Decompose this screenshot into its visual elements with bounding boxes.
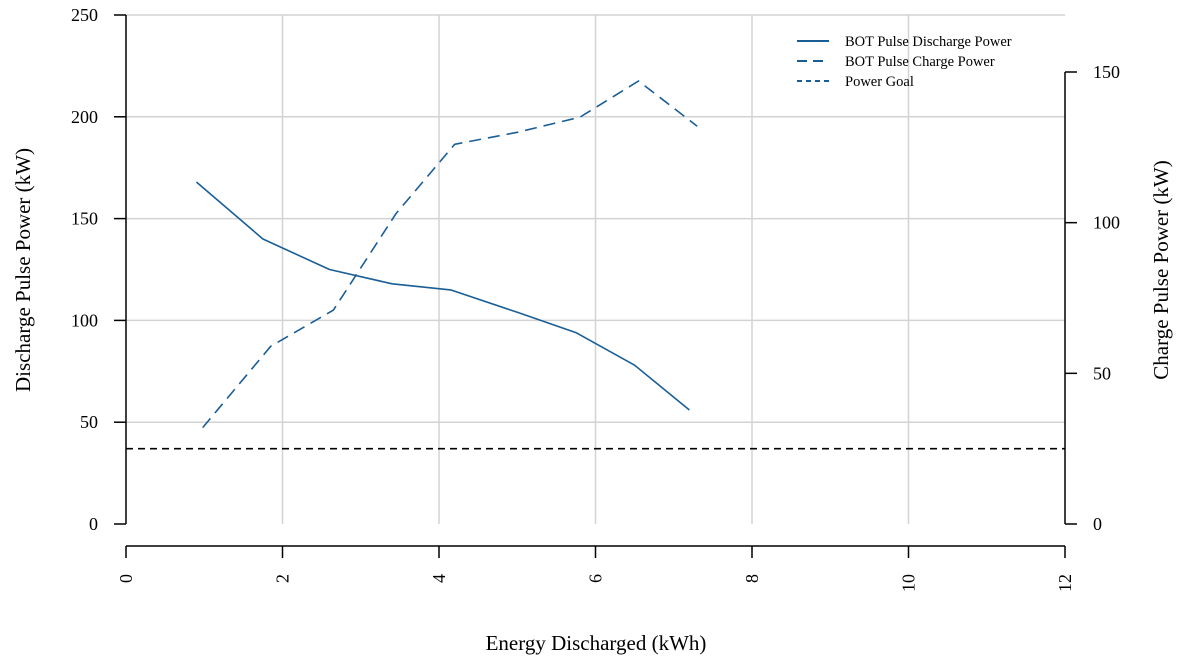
y-left-tick-label: 250 — [71, 5, 98, 25]
y-right-tick-label: 100 — [1093, 213, 1120, 233]
y-left-tick-label: 200 — [71, 107, 98, 127]
x-tick-label: 4 — [429, 574, 449, 583]
y-left-tick-label: 0 — [89, 514, 98, 534]
series-line-bot-pulse-charge-power — [202, 80, 698, 429]
y-left-tick-label: 150 — [71, 209, 98, 229]
y-left-tick-label: 50 — [80, 412, 98, 432]
x-tick-label: 8 — [742, 574, 762, 583]
x-tick-label: 0 — [116, 574, 136, 583]
axes: 0 50 100 150 200 250 0 50 100 150 0 2 4 6 8 10 12 — [71, 5, 1120, 592]
legend: BOT Pulse Discharge Power BOT Pulse Charg… — [797, 34, 1012, 90]
y-axis-left-title: Discharge Pulse Power (kW) — [11, 148, 35, 392]
x-tick-label: 6 — [586, 574, 606, 583]
y-right-tick-label: 0 — [1093, 514, 1102, 534]
y-right-tick-label: 50 — [1093, 363, 1111, 383]
grid-lines — [126, 14, 1065, 524]
y-axis-right-title: Charge Pulse Power (kW) — [1149, 160, 1173, 380]
series-line-bot-pulse-discharge-power — [195, 181, 690, 411]
x-axis-title: Energy Discharged (kWh) — [486, 631, 707, 655]
x-tick-label: 2 — [273, 574, 293, 583]
legend-label: BOT Pulse Charge Power — [845, 54, 995, 70]
series-layer — [126, 80, 1065, 450]
x-tick-label: 10 — [899, 574, 919, 592]
y-right-tick-label: 150 — [1093, 62, 1120, 82]
y-left-tick-label: 100 — [71, 310, 98, 330]
legend-label: Power Goal — [845, 74, 914, 90]
x-tick-label: 12 — [1055, 574, 1075, 592]
legend-label: BOT Pulse Discharge Power — [845, 34, 1012, 50]
